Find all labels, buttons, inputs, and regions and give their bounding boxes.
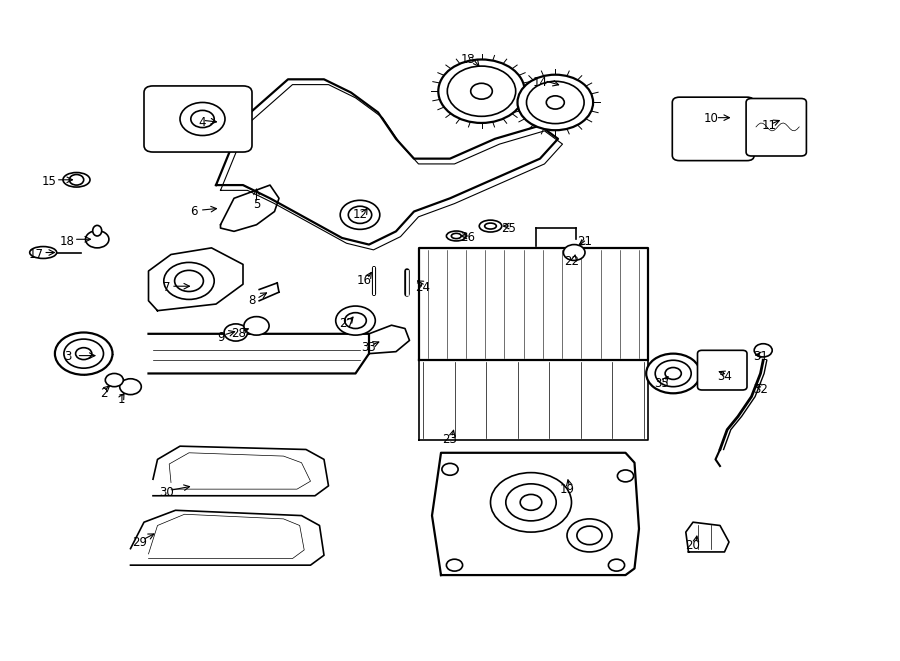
Circle shape [546, 96, 564, 109]
Circle shape [518, 75, 593, 130]
Circle shape [471, 83, 492, 99]
Text: 7: 7 [163, 281, 170, 294]
Text: 35: 35 [654, 377, 669, 390]
Ellipse shape [63, 173, 90, 187]
Circle shape [646, 354, 700, 393]
Text: 9: 9 [217, 330, 224, 344]
Circle shape [164, 262, 214, 299]
FancyBboxPatch shape [698, 350, 747, 390]
Circle shape [180, 102, 225, 136]
Polygon shape [418, 360, 648, 440]
Text: 27: 27 [339, 317, 354, 330]
Circle shape [120, 379, 141, 395]
Text: 11: 11 [762, 119, 777, 132]
Ellipse shape [446, 231, 466, 241]
Text: 3: 3 [64, 350, 71, 364]
Text: 10: 10 [704, 112, 718, 126]
Polygon shape [686, 522, 729, 552]
Circle shape [191, 110, 214, 128]
Circle shape [76, 348, 92, 360]
Text: 32: 32 [753, 383, 768, 397]
Circle shape [447, 66, 516, 116]
Text: 8: 8 [248, 294, 256, 307]
Polygon shape [369, 325, 410, 354]
Circle shape [105, 373, 123, 387]
Text: 15: 15 [42, 175, 57, 188]
Text: 25: 25 [501, 221, 516, 235]
Text: 26: 26 [461, 231, 475, 245]
Polygon shape [148, 248, 243, 311]
Circle shape [608, 559, 625, 571]
Circle shape [345, 313, 366, 329]
Circle shape [86, 231, 109, 248]
Text: 12: 12 [353, 208, 367, 221]
Circle shape [244, 317, 269, 335]
Circle shape [340, 200, 380, 229]
Circle shape [175, 270, 203, 292]
Text: 16: 16 [357, 274, 372, 288]
Polygon shape [153, 446, 328, 496]
Circle shape [617, 470, 634, 482]
Circle shape [446, 559, 463, 571]
Text: 17: 17 [29, 248, 43, 261]
Text: 31: 31 [753, 350, 768, 364]
Ellipse shape [30, 247, 57, 258]
Circle shape [438, 59, 525, 123]
Text: 24: 24 [416, 281, 430, 294]
Circle shape [506, 484, 556, 521]
Circle shape [655, 360, 691, 387]
Text: 19: 19 [560, 483, 574, 496]
Circle shape [754, 344, 772, 357]
Text: 22: 22 [564, 254, 579, 268]
Circle shape [665, 368, 681, 379]
Text: 14: 14 [533, 76, 547, 89]
Ellipse shape [485, 223, 497, 229]
Circle shape [69, 175, 84, 185]
Circle shape [567, 519, 612, 552]
Ellipse shape [480, 220, 502, 232]
Circle shape [563, 245, 585, 260]
Circle shape [520, 494, 542, 510]
Text: 6: 6 [190, 205, 197, 218]
Text: 2: 2 [100, 387, 107, 400]
Circle shape [224, 324, 248, 341]
Text: 18: 18 [60, 235, 75, 248]
Text: 20: 20 [686, 539, 700, 552]
Circle shape [348, 206, 372, 223]
Polygon shape [130, 510, 324, 565]
FancyBboxPatch shape [746, 98, 806, 156]
Text: 13: 13 [461, 53, 475, 66]
Text: 30: 30 [159, 486, 174, 499]
Circle shape [336, 306, 375, 335]
Text: 21: 21 [578, 235, 592, 248]
Text: 4: 4 [199, 116, 206, 129]
Ellipse shape [93, 225, 102, 236]
FancyBboxPatch shape [144, 86, 252, 152]
Text: 33: 33 [362, 340, 376, 354]
Circle shape [442, 463, 458, 475]
Text: 23: 23 [443, 433, 457, 446]
Circle shape [64, 339, 104, 368]
Polygon shape [148, 334, 369, 373]
Text: 28: 28 [231, 327, 246, 340]
Text: 34: 34 [717, 370, 732, 383]
Polygon shape [220, 185, 279, 231]
Polygon shape [432, 453, 639, 575]
Text: 5: 5 [253, 198, 260, 212]
Text: 1: 1 [118, 393, 125, 407]
Circle shape [526, 81, 584, 124]
Circle shape [577, 526, 602, 545]
Ellipse shape [452, 233, 461, 239]
Text: 29: 29 [132, 535, 147, 549]
Circle shape [55, 332, 112, 375]
FancyBboxPatch shape [672, 97, 754, 161]
Circle shape [491, 473, 572, 532]
